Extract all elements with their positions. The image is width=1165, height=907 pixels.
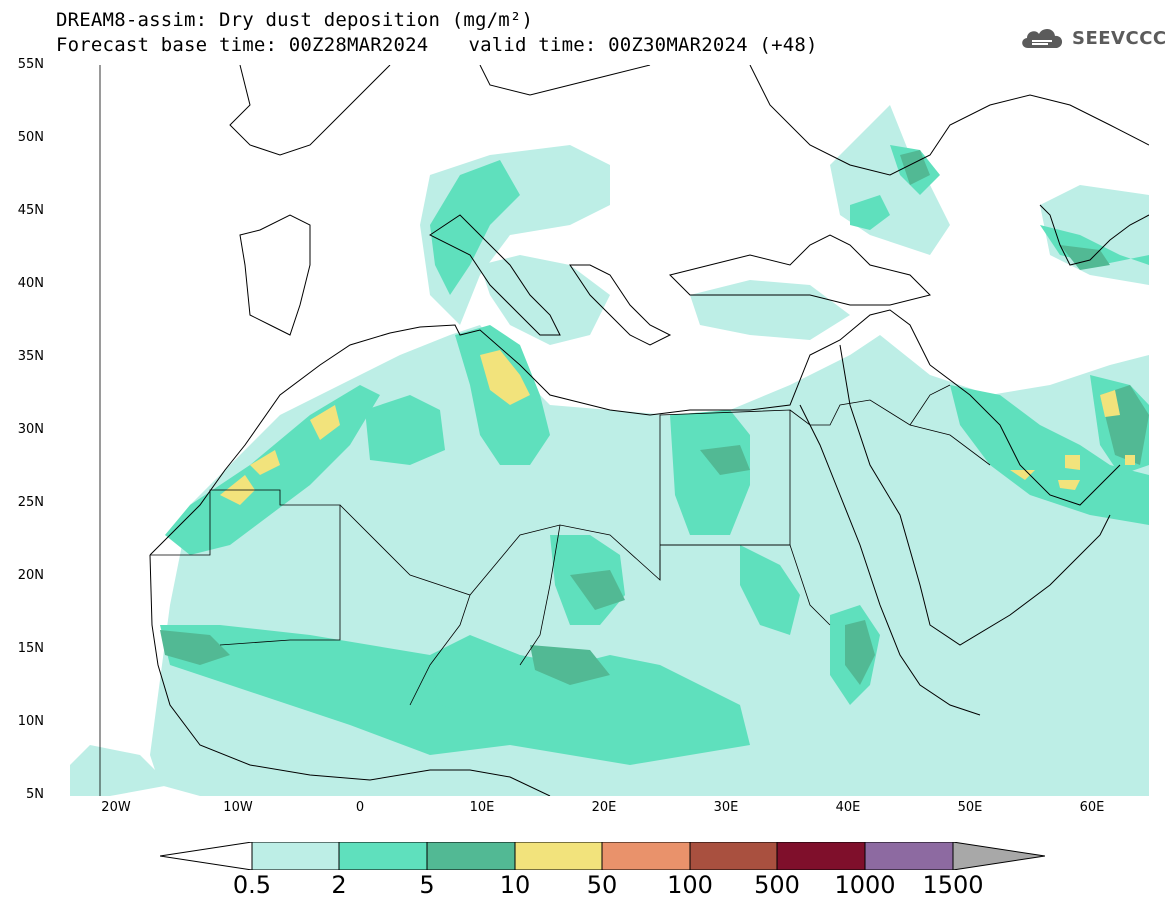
legend-label-0: 0.5	[232, 871, 272, 899]
legend-label-6: 500	[754, 871, 800, 899]
legend-label-8: 1500	[922, 871, 984, 899]
legend-label-5: 100	[667, 871, 713, 899]
map-title: DREAM8-assim: Dry dust deposition (mg/m²…	[56, 9, 534, 31]
legend-swatch-0	[251, 842, 340, 870]
lon-label-30e: 30E	[713, 800, 739, 815]
color-legend	[160, 842, 1045, 870]
legend-swatch-1	[338, 842, 428, 870]
cloud-icon	[1022, 28, 1063, 48]
lon-label-20w: 20W	[101, 800, 131, 815]
lat-label-55n: 55N	[17, 57, 44, 72]
lat-label-40n: 40N	[17, 276, 44, 291]
lat-label-35n: 35N	[17, 349, 44, 364]
logo-text: SEEVCCC	[1072, 27, 1165, 49]
legend-swatch-6	[776, 842, 866, 870]
dust-high-field	[160, 150, 1149, 685]
coastlines	[149, 65, 1149, 796]
legend-swatch-2	[426, 842, 516, 870]
lon-label-60e: 60E	[1079, 800, 1105, 815]
lat-label-25n: 25N	[17, 495, 44, 510]
legend-label-1: 2	[331, 871, 347, 899]
valid-time: valid time: 00Z30MAR2024 (+48)	[468, 34, 818, 56]
seevccc-logo: SEEVCCC	[1018, 24, 1165, 52]
lon-label-20e: 20E	[591, 800, 617, 815]
legend-swatch-4	[601, 842, 691, 870]
lat-label-5n: 5N	[26, 787, 44, 802]
country-borders	[99, 65, 991, 796]
lon-label-10w: 10W	[223, 800, 253, 815]
lon-label-0: 0	[355, 800, 365, 815]
legend-swatch-3	[514, 842, 603, 870]
lat-label-45n: 45N	[17, 203, 44, 218]
map-subtitle: Forecast base time: 00Z28MAR2024 valid ti…	[56, 35, 818, 55]
legend-swatch-5	[689, 842, 778, 870]
map-plot	[50, 65, 1149, 796]
map-frame	[50, 65, 1149, 796]
lon-label-10e: 10E	[469, 800, 495, 815]
lat-label-15n: 15N	[17, 641, 44, 656]
lat-label-50n: 50N	[17, 130, 44, 145]
legend-swatch-7	[864, 842, 954, 870]
legend-label-3: 10	[499, 871, 531, 899]
forecast-base-time: Forecast base time: 00Z28MAR2024	[56, 34, 429, 56]
dust-very-high-field	[220, 350, 1135, 505]
legend-label-7: 1000	[834, 871, 896, 899]
legend-lower-arrow	[160, 842, 253, 870]
lat-label-30n: 30N	[17, 422, 44, 437]
lon-label-40e: 40E	[835, 800, 861, 815]
lat-label-20n: 20N	[17, 568, 44, 583]
legend-label-2: 5	[419, 871, 435, 899]
lon-label-50e: 50E	[957, 800, 983, 815]
lat-label-10n: 10N	[17, 714, 44, 729]
legend-label-4: 50	[586, 871, 618, 899]
legend-upper-arrow	[952, 842, 1045, 870]
